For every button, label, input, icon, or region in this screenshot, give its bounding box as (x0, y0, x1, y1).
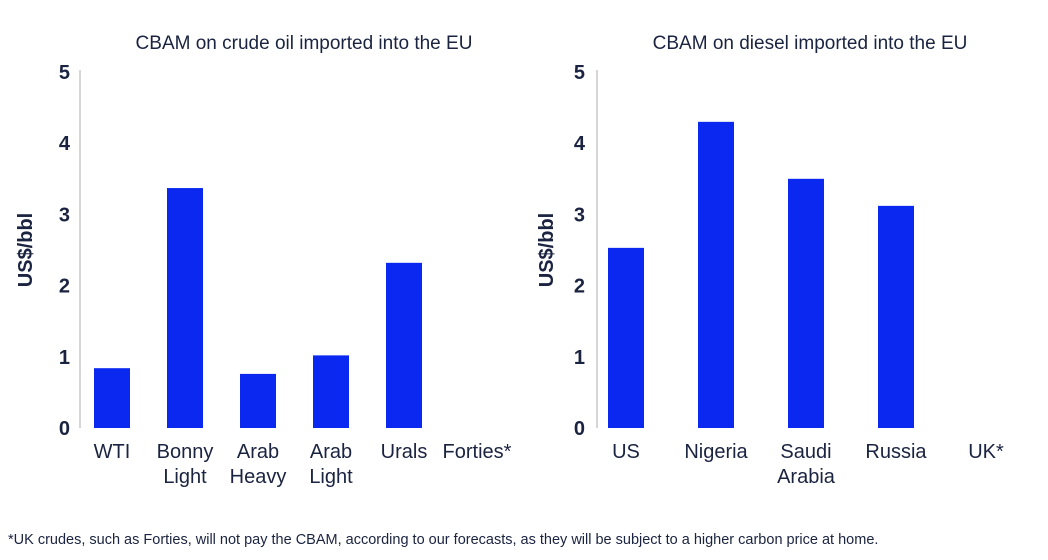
x-tick-label-line: Forties* (443, 441, 512, 463)
y-tick-label: 5 (59, 62, 70, 84)
x-tick-label-line: Bonny (157, 441, 214, 463)
x-tick-label: UK* (968, 441, 1004, 463)
bar-saudi-arabia (788, 178, 824, 428)
x-tick-label-line: UK* (968, 441, 1004, 463)
y-tick-label: 2 (59, 276, 70, 298)
x-tick-label-line: Heavy (230, 466, 287, 488)
x-tick-label-line: US (612, 441, 640, 463)
y-tick-label: 5 (574, 62, 585, 84)
bar-nigeria (698, 121, 734, 428)
y-tick-label: 2 (574, 276, 585, 298)
bar-wti (94, 368, 130, 428)
y-tick-label: 4 (574, 133, 586, 155)
x-tick-label-line: Nigeria (684, 441, 748, 463)
x-tick-label-line: Russia (865, 441, 927, 463)
x-tick-label-line: Light (309, 466, 353, 488)
y-axis-label: US$/bbl (536, 213, 558, 287)
bar-arab-light (313, 355, 349, 428)
y-tick-label: 3 (59, 204, 70, 226)
charts-area: CBAM on crude oil imported into the EU US… (15, 33, 1004, 488)
y-tick-label: 0 (59, 418, 70, 440)
x-tick-label: Bonny Light (157, 441, 214, 488)
y-tick-label: 4 (59, 133, 71, 155)
bar-urals (386, 262, 422, 428)
bar-us (608, 247, 644, 428)
x-tick-label-line: Urals (381, 441, 428, 463)
x-tick-label: WTI (94, 441, 131, 463)
x-tick-label: Arab Heavy (230, 441, 287, 488)
x-tick-label: Russia (865, 441, 927, 463)
y-tick-label: 1 (59, 347, 70, 369)
x-tick-label: Forties* (443, 441, 512, 463)
y-tick-label: 3 (574, 204, 585, 226)
x-tick-label: Urals (381, 441, 428, 463)
chart-title: CBAM on crude oil imported into the EU (136, 33, 473, 54)
x-tick-label-line: Arabia (777, 466, 836, 488)
y-tick-label: 1 (574, 347, 585, 369)
x-tick-label-line: Arab (237, 441, 279, 463)
footnote: *UK crudes, such as Forties, will not pa… (8, 532, 879, 548)
x-tick-label-line: WTI (94, 441, 131, 463)
x-tick-label: US (612, 441, 640, 463)
x-tick-label: Saudi Arabia (777, 441, 836, 488)
bar-bonny-light (167, 188, 203, 428)
y-axis-label: US$/bbl (15, 213, 37, 287)
x-tick-label: Arab Light (309, 441, 353, 488)
x-tick-label-line: Arab (310, 441, 352, 463)
x-tick-label-line: Light (163, 466, 207, 488)
bar-russia (878, 205, 914, 428)
x-tick-label-line: Saudi (780, 441, 831, 463)
y-tick-label: 0 (574, 418, 585, 440)
chart-title: CBAM on diesel imported into the EU (653, 33, 968, 54)
chart-crude-oil: CBAM on crude oil imported into the EU US… (15, 33, 512, 488)
bar-arab-heavy (240, 373, 276, 428)
x-tick-label: Nigeria (684, 441, 748, 463)
chart-diesel: CBAM on diesel imported into the EU US$/b… (536, 33, 1004, 488)
